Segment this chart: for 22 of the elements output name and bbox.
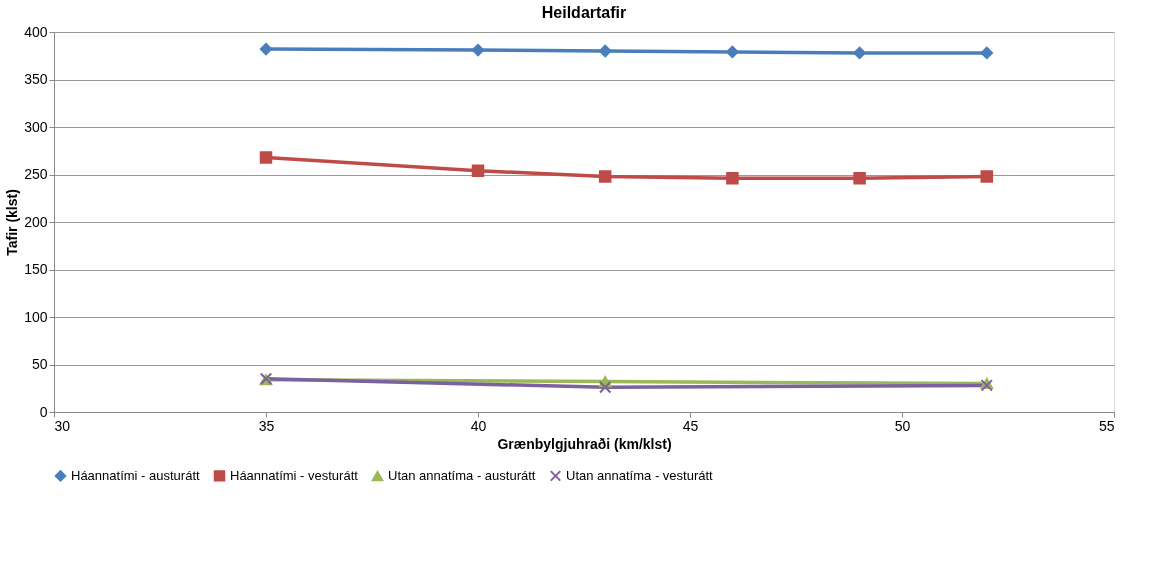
legend-label: Háannatími - vesturátt (230, 467, 359, 483)
x-tick-label: 35 (258, 417, 275, 434)
y-tick-label: 150 (24, 261, 48, 277)
y-tick-label: 400 (24, 23, 48, 40)
legend-label: Utan annatíma - vesturátt (566, 467, 714, 483)
x-tick-label: 50 (894, 417, 911, 434)
chart-title: Heildartafir (541, 4, 627, 21)
x-axis-title: Grænbylgjuhraði (km/klst) (497, 435, 672, 452)
y-tick-label: 0 (39, 403, 48, 420)
y-tick-label: 200 (24, 213, 48, 230)
y-tick-label: 350 (24, 71, 48, 87)
y-axis-title: Tafir (klst) (4, 189, 21, 256)
y-tick-label: 100 (24, 308, 48, 325)
x-tick-label: 45 (682, 417, 699, 434)
x-tick-label: 55 (1098, 417, 1115, 434)
y-tick-label: 250 (24, 166, 48, 182)
x-tick-label: 40 (470, 417, 487, 434)
y-tick-label: 50 (31, 356, 48, 372)
legend-label: Háannatími - austurátt (71, 467, 200, 483)
y-tick-label: 300 (24, 118, 48, 135)
legend-label: Utan annatíma - austurátt (388, 468, 536, 484)
x-tick-label: 30 (54, 417, 71, 434)
